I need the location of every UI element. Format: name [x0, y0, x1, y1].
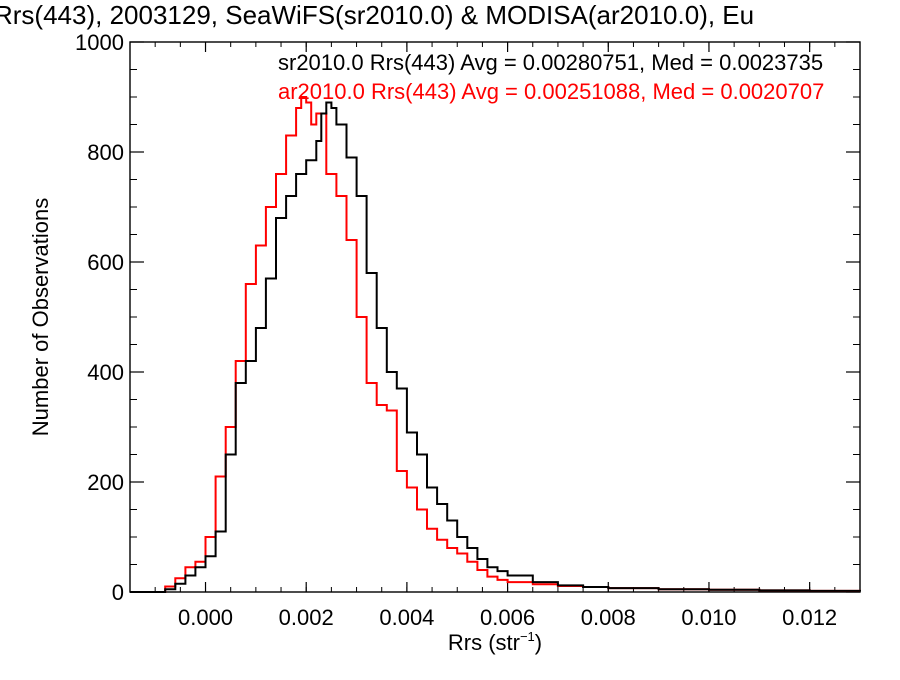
legend: sr2010.0 Rrs(443) Avg = 0.00280751, Med … — [278, 50, 824, 104]
x-tick-label: 0.012 — [782, 605, 837, 630]
x-axis-ticks: 0.000 0.002 0.004 0.006 0.008 0.010 0.012 — [129, 42, 861, 630]
series-sr2010-line — [130, 101, 861, 593]
chart-title: Rrs(443), 2003129, SeaWiFS(sr2010.0) & M… — [0, 0, 754, 30]
plot-frame — [129, 41, 861, 593]
x-tick-label: 0.004 — [379, 605, 434, 630]
x-tick-label: 0.000 — [178, 605, 233, 630]
y-axis-ticks: 0 200 400 600 800 1000 — [75, 30, 860, 605]
y-tick-label: 1000 — [75, 30, 124, 55]
y-tick-label: 800 — [87, 140, 124, 165]
legend-entry-sr2010: sr2010.0 Rrs(443) Avg = 0.00280751, Med … — [278, 50, 823, 75]
x-axis-label: Rrs (str−1) — [448, 629, 542, 655]
series-layer — [130, 96, 861, 593]
x-axis-label-main: Rrs (str — [448, 630, 520, 655]
x-axis-label-sup: −1 — [520, 629, 535, 644]
y-tick-label: 400 — [87, 360, 124, 385]
x-tick-label: 0.006 — [480, 605, 535, 630]
series-ar2010-line — [130, 96, 861, 593]
x-tick-label: 0.008 — [581, 605, 636, 630]
y-tick-label: 600 — [87, 250, 124, 275]
x-tick-label: 0.010 — [681, 605, 736, 630]
plot-border — [129, 41, 861, 593]
y-tick-label: 200 — [87, 470, 124, 495]
y-axis-label: Number of Observations — [28, 198, 53, 436]
x-tick-label: 0.002 — [279, 605, 334, 630]
x-axis-label-close: ) — [535, 630, 542, 655]
legend-entry-ar2010: ar2010.0 Rrs(443) Avg = 0.00251088, Med … — [278, 79, 824, 104]
y-tick-label: 0 — [112, 580, 124, 605]
